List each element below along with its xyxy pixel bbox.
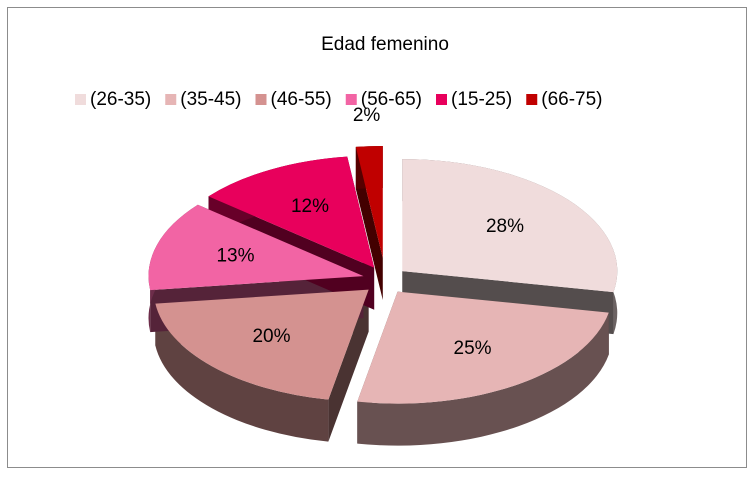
pie-slice xyxy=(208,156,375,268)
legend-label: (56-65) xyxy=(361,89,422,110)
data-label: 2% xyxy=(353,105,381,126)
legend: (26-35) (35-45) (46-55) (56-65) (15-25) (66-7… xyxy=(75,89,603,110)
pie-slice xyxy=(148,204,364,291)
legend-swatch xyxy=(436,94,447,105)
legend-label: (15-25) xyxy=(451,89,512,110)
legend-label: (26-35) xyxy=(90,89,151,110)
legend-swatch xyxy=(345,94,357,105)
pie-slice xyxy=(357,291,609,404)
legend-label: (46-55) xyxy=(271,89,332,110)
legend-label: (35-45) xyxy=(180,89,241,110)
legend-swatch xyxy=(165,94,177,105)
data-label: 20% xyxy=(252,326,290,347)
pie-slice xyxy=(155,289,369,400)
pie-labels: 28% 25% 20% 13% 12% 2% xyxy=(216,105,524,359)
legend-label: (66-75) xyxy=(541,89,602,110)
data-label: 28% xyxy=(486,216,524,237)
slice-side xyxy=(155,303,329,442)
legend-swatch xyxy=(526,94,538,105)
legend-swatch xyxy=(255,94,267,105)
slice-radial-wall xyxy=(402,159,614,335)
data-label: 25% xyxy=(454,338,492,359)
data-label: 13% xyxy=(216,246,254,267)
slice-side xyxy=(357,312,609,446)
chart-title: Edad femenino xyxy=(321,34,449,55)
data-label: 12% xyxy=(291,196,329,217)
pie-slice xyxy=(402,159,618,293)
pie-tops xyxy=(148,146,618,404)
pie-slice xyxy=(355,146,383,259)
legend-swatch xyxy=(75,94,86,105)
